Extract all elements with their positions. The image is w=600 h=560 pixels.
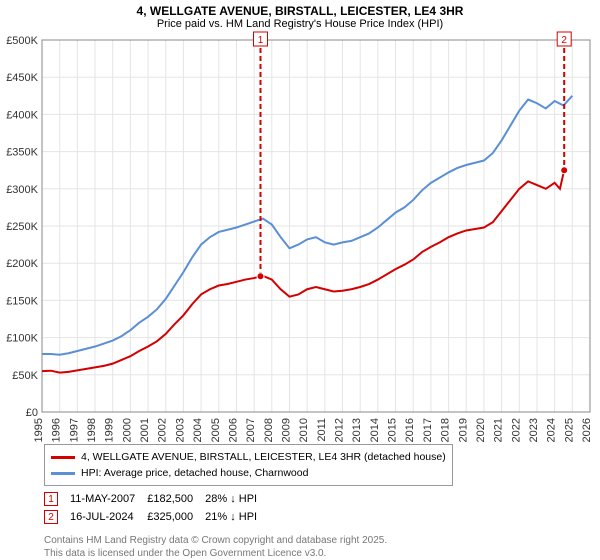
- svg-text:2020: 2020: [475, 418, 487, 442]
- legend-label: 4, WELLGATE AVENUE, BIRSTALL, LEICESTER,…: [81, 451, 446, 463]
- svg-text:1: 1: [258, 35, 264, 46]
- event-delta: 21% ↓ HPI: [205, 508, 269, 526]
- svg-text:2017: 2017: [422, 418, 434, 442]
- svg-text:2008: 2008: [263, 418, 275, 442]
- event-price: £182,500: [147, 490, 205, 508]
- svg-text:1996: 1996: [51, 418, 63, 442]
- svg-text:2014: 2014: [369, 418, 381, 442]
- event-delta: 28% ↓ HPI: [205, 490, 269, 508]
- svg-text:£0: £0: [26, 407, 38, 419]
- legend-swatch: [51, 456, 75, 459]
- svg-text:2000: 2000: [121, 418, 133, 442]
- svg-text:2004: 2004: [192, 418, 204, 442]
- svg-text:£500K: £500K: [6, 35, 38, 47]
- svg-text:2010: 2010: [298, 418, 310, 442]
- line-chart: £0 £50K £100K £150K £200K £250K £300K £350K £400…: [0, 0, 600, 452]
- event-date: 16-JUL-2024: [70, 508, 147, 526]
- svg-text:2012: 2012: [334, 418, 346, 442]
- svg-text:1995: 1995: [33, 418, 45, 442]
- svg-text:2005: 2005: [210, 418, 222, 442]
- svg-text:2023: 2023: [528, 418, 540, 442]
- svg-text:2013: 2013: [351, 418, 363, 442]
- svg-text:2021: 2021: [493, 418, 505, 442]
- svg-text:2018: 2018: [440, 418, 452, 442]
- svg-text:2015: 2015: [387, 418, 399, 442]
- svg-text:£150K: £150K: [6, 295, 38, 307]
- event-marker-icon: 1: [44, 492, 58, 506]
- svg-text:£450K: £450K: [6, 72, 38, 84]
- svg-text:2009: 2009: [280, 418, 292, 442]
- svg-text:2016: 2016: [404, 418, 416, 442]
- svg-text:1997: 1997: [68, 418, 80, 442]
- legend-item: 4, WELLGATE AVENUE, BIRSTALL, LEICESTER,…: [51, 449, 446, 465]
- svg-text:£250K: £250K: [6, 221, 38, 233]
- legend-swatch: [51, 472, 75, 475]
- svg-text:2026: 2026: [581, 418, 593, 442]
- event-table: 1 11-MAY-2007 £182,500 28% ↓ HPI 2 16-JU…: [44, 490, 269, 526]
- event-marker-icon: 2: [44, 510, 58, 524]
- svg-text:£100K: £100K: [6, 333, 38, 345]
- svg-text:2011: 2011: [316, 418, 328, 442]
- svg-text:£300K: £300K: [6, 184, 38, 196]
- event-row: 1 11-MAY-2007 £182,500 28% ↓ HPI: [44, 490, 269, 508]
- footer-attribution: Contains HM Land Registry data © Crown c…: [44, 534, 387, 560]
- legend-label: HPI: Average price, detached house, Char…: [81, 467, 308, 479]
- svg-text:£200K: £200K: [6, 258, 38, 270]
- svg-text:£50K: £50K: [12, 370, 38, 382]
- event-price: £325,000: [147, 508, 205, 526]
- legend-item: HPI: Average price, detached house, Char…: [51, 465, 446, 481]
- svg-text:2006: 2006: [227, 418, 239, 442]
- svg-text:2: 2: [561, 35, 567, 46]
- svg-text:£350K: £350K: [6, 147, 38, 159]
- svg-text:2003: 2003: [174, 418, 186, 442]
- svg-text:2001: 2001: [139, 418, 151, 442]
- legend: 4, WELLGATE AVENUE, BIRSTALL, LEICESTER,…: [44, 444, 453, 486]
- svg-text:£400K: £400K: [6, 109, 38, 121]
- svg-text:2025: 2025: [563, 418, 575, 442]
- svg-text:2024: 2024: [546, 418, 558, 442]
- event-row: 2 16-JUL-2024 £325,000 21% ↓ HPI: [44, 508, 269, 526]
- svg-text:2022: 2022: [510, 418, 522, 442]
- svg-text:1998: 1998: [86, 418, 98, 442]
- svg-text:1999: 1999: [104, 418, 116, 442]
- svg-text:2019: 2019: [457, 418, 469, 442]
- svg-text:2002: 2002: [157, 418, 169, 442]
- svg-text:2007: 2007: [245, 418, 257, 442]
- event-date: 11-MAY-2007: [70, 490, 147, 508]
